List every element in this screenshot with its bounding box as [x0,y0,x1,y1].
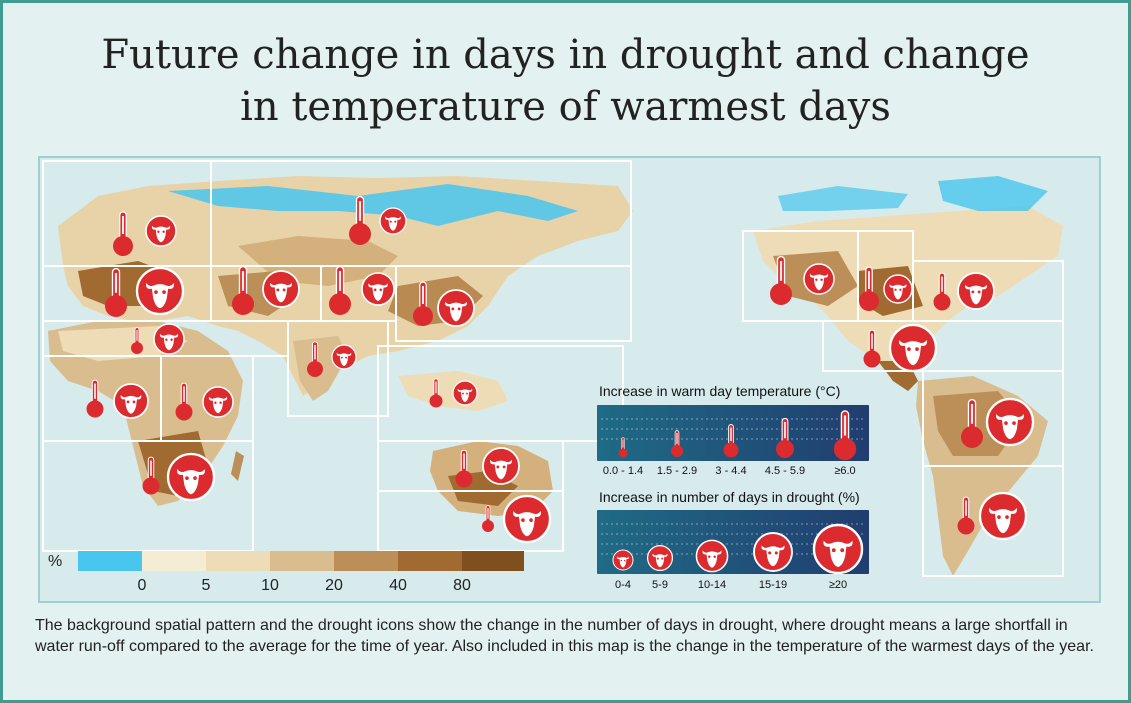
temperature-legend-label: 3 - 4.4 [715,465,747,477]
drought-legend-title: Increase in number of days in drought (%… [599,489,860,505]
temperature-legend-label: 0.0 - 1.4 [602,465,644,477]
drought-skull-icon [646,544,674,572]
drought-skull-icon [753,532,793,572]
drought-legend-label: 0-4 [615,579,631,591]
scale-unit-label: % [48,553,63,570]
drought-legend-label: ≥20 [828,579,848,591]
scale-tick-label: 80 [453,577,471,594]
scale-swatch-0-5 [142,551,206,571]
page-title: Future change in days in drought and cha… [3,29,1128,133]
drought-skull-icon [145,215,177,247]
drought-skull-icon [888,323,938,373]
scale-swatch-40-80 [398,551,462,571]
drought-skull-icon [482,447,520,485]
drought-skull-icon [812,523,864,574]
scale-swatch-20-40 [334,551,398,571]
drought-skull-icon [957,272,995,310]
drought-skull-icon [166,452,216,502]
drought-skull-icon [379,207,407,235]
scale-swatch-5-10 [206,551,270,571]
drought-legend-label: 5-9 [652,579,668,591]
scale-swatch-negative [78,551,142,571]
scale-tick-label: 20 [325,577,343,594]
drought-legend-label: 10-14 [697,579,727,591]
scale-tick-label: 40 [389,577,407,594]
temperature-legend-label: 4.5 - 5.9 [764,465,806,477]
drought-skull-icon [612,549,634,571]
drought-skull-icon [153,323,185,355]
drought-legend-label: 15-19 [758,579,788,591]
drought-skull-icon [113,383,149,419]
world-map [38,156,1101,603]
temperature-legend-title: Increase in warm day temperature (°C) [599,383,841,399]
drought-skull-icon [883,274,913,304]
scale-swatch-10-20 [270,551,334,571]
temperature-legend-label: 1.5 - 2.9 [656,465,698,477]
drought-skull-icon [502,494,552,544]
drought-skull-icon [135,266,185,316]
drought-legend-panel [597,510,869,574]
drought-skull-icon [437,289,475,327]
scale-swatch-80-plus [462,551,524,571]
scale-tick-label: 10 [261,577,279,594]
scale-tick-label: 0 [137,577,147,594]
drought-skull-icon [262,270,300,308]
drought-skull-icon [985,397,1035,447]
drought-skull-icon [452,380,478,406]
title-line-2: in temperature of warmest days [240,84,891,130]
drought-skull-icon [803,263,835,295]
map-caption: The background spatial pattern and the d… [35,617,1094,655]
drought-skull-icon [978,491,1028,541]
temperature-legend-panel [597,405,869,461]
drought-skull-icon [202,386,234,418]
drought-skull-icon [361,272,395,306]
drought-skull-icon [331,344,357,370]
title-line-1: Future change in days in drought and cha… [101,32,1030,78]
drought-skull-icon [695,539,729,573]
scale-tick-label: 5 [201,577,211,594]
temperature-legend-label: ≥6.0 [834,465,856,477]
